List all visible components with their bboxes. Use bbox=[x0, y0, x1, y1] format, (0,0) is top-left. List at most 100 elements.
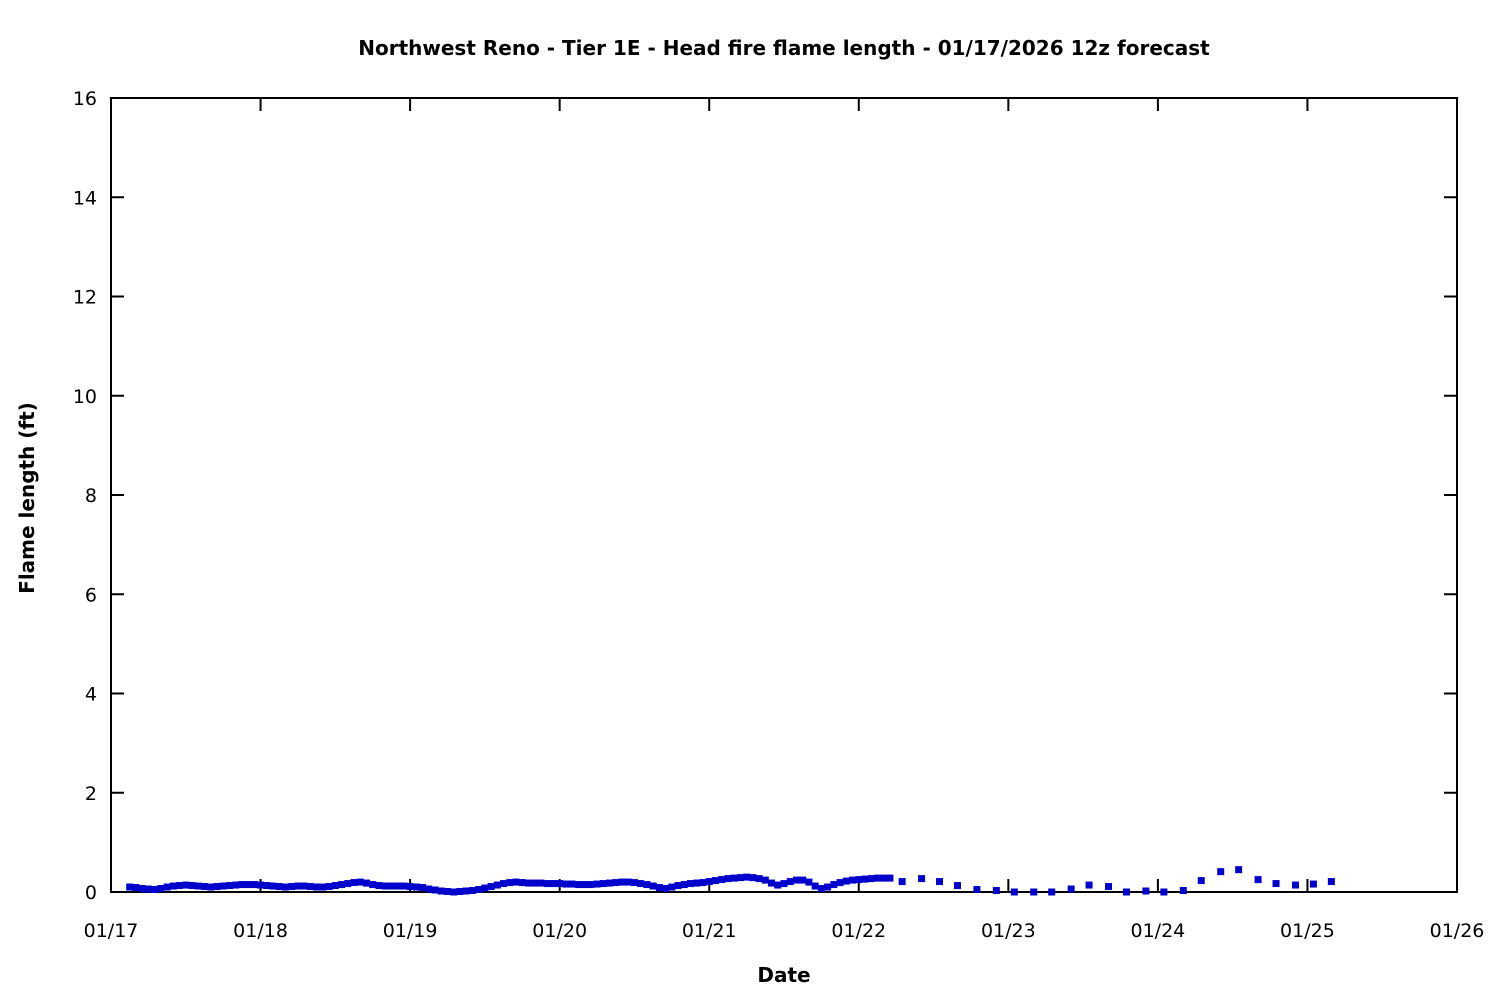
data-point bbox=[662, 885, 670, 893]
data-point bbox=[953, 882, 961, 890]
data-point bbox=[225, 882, 233, 890]
data-point bbox=[655, 884, 663, 892]
data-point bbox=[356, 878, 364, 886]
data-point bbox=[1309, 880, 1317, 888]
data-point bbox=[724, 875, 732, 883]
data-point bbox=[250, 881, 258, 889]
data-point bbox=[313, 883, 321, 891]
data-point bbox=[711, 877, 719, 885]
y-tick-label: 0 bbox=[85, 882, 97, 904]
data-point bbox=[1160, 888, 1168, 896]
data-point bbox=[475, 886, 483, 894]
data-point bbox=[786, 878, 794, 886]
data-point bbox=[649, 882, 657, 890]
data-point bbox=[331, 882, 339, 890]
data-point bbox=[350, 879, 358, 887]
data-point bbox=[768, 879, 776, 887]
data-point bbox=[144, 885, 152, 893]
x-tick-label: 01/19 bbox=[383, 920, 438, 942]
data-point bbox=[294, 882, 302, 890]
y-tick-label: 12 bbox=[73, 287, 97, 309]
data-point bbox=[830, 881, 838, 889]
data-point bbox=[693, 879, 701, 887]
data-point bbox=[493, 881, 501, 889]
data-point bbox=[568, 880, 576, 888]
data-point bbox=[593, 880, 601, 888]
y-tick-label: 4 bbox=[85, 684, 97, 706]
data-point bbox=[481, 884, 489, 892]
data-point bbox=[855, 876, 863, 884]
data-point bbox=[281, 883, 289, 891]
data-point bbox=[556, 880, 564, 888]
data-point bbox=[792, 876, 800, 884]
x-axis-label: Date bbox=[757, 963, 811, 987]
data-point bbox=[574, 881, 582, 889]
data-point bbox=[344, 880, 352, 888]
data-point bbox=[836, 879, 844, 887]
data-point bbox=[412, 883, 420, 891]
data-point bbox=[780, 880, 788, 888]
data-point bbox=[207, 883, 215, 891]
data-point bbox=[157, 885, 165, 893]
data-point bbox=[213, 883, 221, 891]
data-point bbox=[761, 876, 769, 884]
data-point bbox=[468, 887, 476, 895]
data-point bbox=[630, 879, 638, 887]
data-point bbox=[238, 881, 246, 889]
data-point bbox=[219, 882, 227, 890]
data-point bbox=[338, 881, 346, 889]
data-point bbox=[1105, 883, 1113, 891]
data-point bbox=[300, 882, 308, 890]
data-point bbox=[126, 883, 134, 891]
data-point bbox=[992, 887, 1000, 895]
data-point bbox=[194, 882, 202, 890]
data-point bbox=[151, 886, 159, 894]
data-point bbox=[1327, 878, 1335, 886]
data-point bbox=[487, 883, 495, 891]
data-point bbox=[599, 880, 607, 888]
data-point bbox=[668, 883, 676, 891]
x-tick-label: 01/21 bbox=[682, 920, 737, 942]
data-point bbox=[749, 874, 757, 882]
data-point bbox=[319, 883, 327, 891]
data-point bbox=[244, 881, 252, 889]
x-tick-label: 01/26 bbox=[1430, 920, 1485, 942]
data-point bbox=[437, 887, 445, 895]
data-point bbox=[500, 880, 508, 888]
data-point bbox=[824, 883, 832, 891]
data-point bbox=[1010, 888, 1018, 896]
data-point bbox=[705, 878, 713, 886]
data-point bbox=[1122, 888, 1130, 896]
data-point bbox=[1085, 881, 1093, 889]
data-point bbox=[306, 883, 314, 891]
data-point bbox=[755, 875, 763, 883]
data-point bbox=[674, 882, 682, 890]
data-point bbox=[138, 885, 146, 893]
data-point bbox=[257, 881, 265, 889]
data-point bbox=[1067, 885, 1075, 893]
data-point bbox=[163, 883, 171, 891]
x-tick-label: 01/20 bbox=[532, 920, 587, 942]
data-point bbox=[1217, 868, 1225, 876]
data-point bbox=[387, 882, 395, 890]
data-point bbox=[1030, 888, 1038, 896]
data-point bbox=[643, 881, 651, 889]
data-point bbox=[612, 879, 620, 887]
data-point bbox=[587, 881, 595, 889]
plot-border bbox=[110, 97, 1458, 893]
data-point bbox=[1142, 887, 1150, 895]
data-point bbox=[525, 879, 533, 887]
data-point bbox=[450, 888, 458, 896]
data-point bbox=[531, 879, 539, 887]
data-point bbox=[394, 882, 402, 890]
data-point bbox=[325, 883, 333, 891]
data-point bbox=[549, 880, 557, 888]
x-tick-label: 01/18 bbox=[233, 920, 288, 942]
data-point bbox=[1272, 880, 1280, 888]
data-point bbox=[973, 886, 981, 894]
data-point bbox=[1235, 866, 1243, 874]
data-point bbox=[730, 874, 738, 882]
data-point bbox=[637, 880, 645, 888]
data-point bbox=[811, 882, 819, 890]
